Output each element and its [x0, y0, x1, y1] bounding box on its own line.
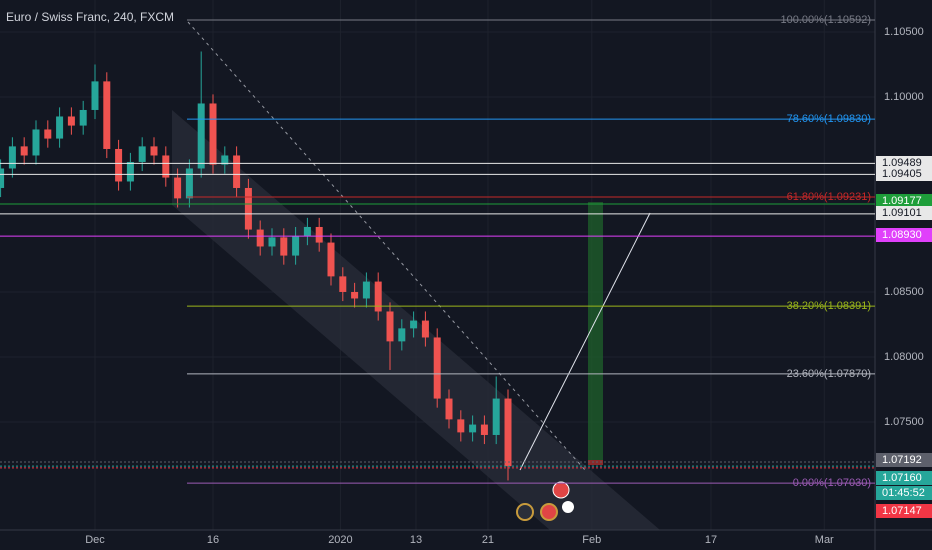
countdown: 01:45:52	[882, 487, 925, 499]
candle-body	[374, 281, 382, 312]
candle-body	[398, 328, 406, 342]
candle-body	[480, 424, 488, 435]
fib-label: 38.20%(1.08391)	[787, 300, 871, 312]
plot	[0, 51, 512, 481]
candle-body	[292, 236, 300, 256]
candle-body	[115, 148, 123, 182]
price-box	[876, 504, 932, 518]
candle-body	[433, 337, 441, 399]
candle-body	[56, 116, 64, 139]
candle-body	[410, 320, 418, 329]
candle-body	[339, 276, 347, 292]
price-box-label: 1.09101	[882, 207, 922, 219]
y-tick-label: 1.10500	[884, 26, 924, 38]
candle-body	[457, 419, 465, 433]
price-box-label: 1.09177	[882, 195, 922, 207]
candle-body	[185, 168, 193, 199]
candle-body	[244, 187, 252, 230]
candle-body	[0, 168, 5, 188]
candle-body	[209, 103, 217, 165]
price-box-label: 1.07160	[882, 472, 922, 484]
price-box-label: 1.07147	[882, 505, 922, 517]
price-box	[876, 167, 932, 181]
price-box	[876, 194, 932, 208]
candle-body	[362, 281, 370, 299]
candle-body	[8, 146, 16, 169]
candle-body	[44, 129, 52, 139]
x-tick-label: Feb	[582, 534, 601, 546]
trend-line	[187, 21, 586, 471]
candle-body	[138, 146, 146, 162]
price-box	[876, 471, 932, 485]
candle-body	[126, 161, 134, 182]
price-box-label: 1.09405	[882, 168, 922, 180]
candle-body	[469, 424, 477, 433]
x-tick-label: 16	[207, 534, 219, 546]
x-tick-label: Dec	[85, 534, 105, 546]
fib-label: 100.00%(1.10592)	[780, 14, 871, 26]
fib-label: 23.60%(1.07870)	[787, 368, 871, 380]
countdown-box	[876, 486, 932, 500]
candle-body	[315, 226, 323, 243]
target-zone	[588, 202, 603, 460]
candle-body	[20, 146, 28, 156]
price-box-label: 1.09489	[882, 157, 922, 169]
candle-body	[445, 398, 453, 420]
candle-body	[386, 311, 394, 342]
candle-body	[492, 398, 500, 435]
projection-line	[519, 212, 651, 471]
event-icon[interactable]	[516, 503, 534, 521]
candle-body	[327, 242, 335, 277]
candle-body	[504, 398, 512, 467]
candle-body	[303, 226, 311, 237]
fib-label: 61.80%(1.09231)	[787, 191, 871, 203]
candle-body	[150, 146, 158, 156]
x-tick-label: Mar	[815, 534, 834, 546]
candle-body	[233, 155, 241, 188]
candle-body	[351, 291, 359, 299]
fib-label: 78.60%(1.09830)	[787, 113, 871, 125]
candle-body	[280, 237, 288, 256]
price-box-label: 1.08930	[882, 229, 922, 241]
x-tick-label: 2020	[328, 534, 352, 546]
price-box	[876, 453, 932, 467]
candle-body	[174, 177, 182, 199]
candle-body	[197, 103, 205, 169]
channel	[172, 110, 660, 530]
x-tick-label: 21	[482, 534, 494, 546]
candle-body	[79, 109, 87, 126]
x-tick-label: 13	[410, 534, 422, 546]
event-icon[interactable]	[540, 503, 558, 521]
candle-body	[67, 116, 75, 126]
candle-body	[421, 320, 429, 338]
x-tick-label: 17	[705, 534, 717, 546]
y-tick-label: 1.08000	[884, 351, 924, 363]
candle-body	[256, 229, 264, 247]
candle-body	[221, 155, 229, 165]
candle-body	[103, 81, 111, 149]
event-icon[interactable]	[552, 481, 570, 499]
price-box	[876, 206, 932, 220]
event-count[interactable]	[562, 501, 574, 513]
candle-body	[268, 237, 276, 247]
price-box	[876, 156, 932, 170]
y-tick-label: 1.10000	[884, 91, 924, 103]
candle-body	[32, 129, 40, 156]
fib-label: 0.00%(1.07030)	[793, 477, 871, 489]
y-tick-label: 1.08500	[884, 286, 924, 298]
candle-body	[91, 81, 99, 110]
chart-title: Euro / Swiss Franc, 240, FXCM	[6, 10, 174, 24]
y-tick-label: 1.07500	[884, 416, 924, 428]
price-box-label: 1.07192	[882, 454, 922, 466]
candle-body	[162, 155, 170, 178]
stop-zone	[588, 460, 603, 465]
price-box	[876, 228, 932, 242]
